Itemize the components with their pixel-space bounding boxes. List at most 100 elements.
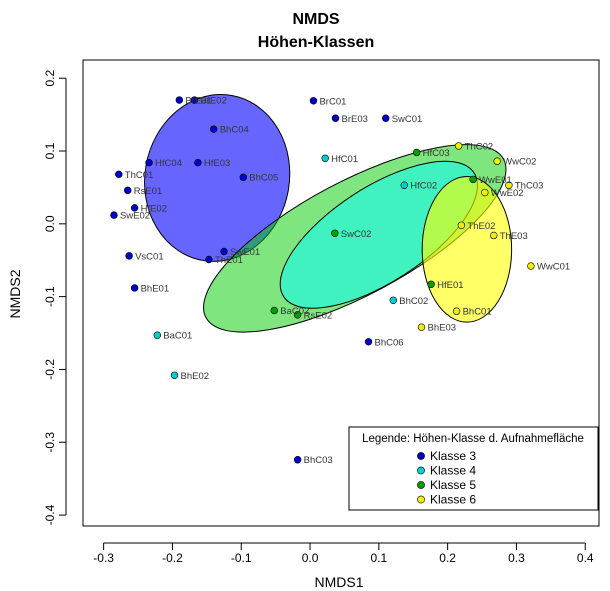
point-label: SwC01: [392, 114, 423, 125]
x-tick-label: -0.1: [231, 551, 252, 565]
y-axis: -0.4 -0.3 -0.2 -0.1 0.0 0.1 0.2: [43, 70, 67, 525]
point-label: SwC02: [341, 229, 372, 240]
point-label: HfC01: [331, 154, 358, 165]
data-point: [364, 338, 373, 346]
point-label: BhC05: [249, 173, 278, 184]
ellipse-klasse-3: [144, 94, 291, 262]
point-label: BhE02: [181, 371, 210, 382]
point-label: SwE02: [120, 211, 150, 222]
point-label: BhE01: [141, 283, 170, 294]
point-label: BaC02: [280, 306, 309, 317]
point-label: WwE01: [479, 175, 512, 186]
data-point: [309, 97, 318, 105]
legend: Legende: Höhen-Klasse d. Aufnahmefläche …: [348, 426, 599, 511]
legend-label: Klasse 5: [430, 478, 476, 492]
point-label: ThC01: [125, 170, 154, 181]
point-label: HfE03: [204, 158, 230, 169]
x-tick-label: -0.2: [162, 551, 183, 565]
y-tick-label: -0.4: [43, 504, 57, 525]
point-label: RsE02: [304, 310, 333, 321]
point-label: BhC06: [375, 337, 404, 348]
data-point: [321, 154, 329, 162]
ellipse-klasse-4: [279, 160, 478, 309]
confidence-ellipses: [144, 94, 513, 333]
point-label: WwC02: [503, 157, 536, 168]
point-label: BhE03: [427, 323, 456, 334]
data-point: [175, 96, 184, 104]
data-point: [124, 186, 132, 195]
data-point: [400, 181, 408, 189]
data-point: [153, 331, 162, 339]
data-point: [110, 211, 118, 219]
y-tick-label: 0.0: [43, 215, 57, 232]
data-point: [331, 114, 340, 122]
x-axis-label: NMDS1: [314, 574, 363, 590]
legend-box: [348, 426, 599, 511]
x-tick-label: -0.3: [93, 551, 114, 565]
point-label: BaC01: [163, 331, 192, 342]
data-points: [110, 96, 535, 464]
legend-marker: [417, 452, 425, 460]
legend-title: Legende: Höhen-Klasse d. Aufnahmefläche: [362, 433, 584, 445]
point-label: ThE02: [467, 221, 495, 232]
data-point: [427, 280, 435, 288]
y-tick-label: 0.2: [43, 70, 57, 87]
data-point: [210, 125, 218, 133]
x-tick-label: 0.0: [302, 551, 319, 565]
data-point: [331, 229, 339, 237]
data-point: [293, 456, 302, 464]
data-point: [505, 181, 513, 189]
y-axis-label: NMDS2: [7, 269, 23, 318]
x-tick-label: 0.4: [577, 551, 594, 565]
ellipse-klasse-6: [421, 176, 513, 323]
point-label: RsE01: [134, 186, 163, 197]
point-label: BhC01: [463, 307, 492, 318]
data-point: [490, 231, 498, 240]
x-tick-label: 0.1: [370, 551, 387, 565]
point-label: HfC02: [410, 181, 437, 192]
data-point: [469, 175, 477, 184]
plot-frame: [82, 59, 600, 527]
point-label: ThE01: [215, 255, 243, 266]
y-tick-label: -0.2: [43, 359, 57, 380]
data-point: [130, 204, 139, 212]
data-point: [205, 255, 213, 264]
data-point: [239, 173, 248, 181]
data-point: [125, 252, 133, 260]
point-label: HfC04: [155, 158, 182, 169]
point-label: BrE02: [200, 96, 226, 107]
point-label: ThE03: [500, 231, 528, 242]
legend-marker: [417, 466, 425, 475]
point-label: ThC03: [515, 181, 544, 192]
data-point: [115, 170, 123, 179]
point-label: BrC01: [319, 96, 346, 107]
data-point: [389, 296, 397, 304]
data-point: [412, 148, 421, 157]
point-label: HfE02: [141, 203, 167, 214]
legend-label: Klasse 4: [430, 464, 476, 478]
point-label: ThC02: [465, 141, 494, 152]
data-point: [454, 142, 463, 150]
data-point: [382, 114, 390, 122]
data-point: [457, 221, 466, 229]
data-point: [452, 307, 461, 315]
data-point: [170, 371, 179, 379]
point-label: BhC03: [304, 455, 333, 466]
x-axis: -0.3 -0.2 -0.1 0.0 0.1 0.2 0.3 0.4: [93, 542, 594, 565]
x-tick-label: 0.3: [508, 551, 525, 565]
point-label: HfC03: [423, 148, 450, 159]
data-point: [527, 262, 535, 270]
point-label: BhC04: [220, 125, 249, 136]
point-label: HfE01: [437, 280, 463, 291]
y-tick-label: -0.3: [43, 432, 57, 453]
y-tick-label: 0.1: [43, 142, 57, 159]
point-label: BrE03: [341, 114, 367, 125]
point-label: WwC01: [537, 262, 570, 273]
legend-marker: [417, 495, 425, 504]
data-point: [417, 323, 426, 331]
data-point: [481, 188, 489, 197]
data-point: [220, 247, 228, 256]
